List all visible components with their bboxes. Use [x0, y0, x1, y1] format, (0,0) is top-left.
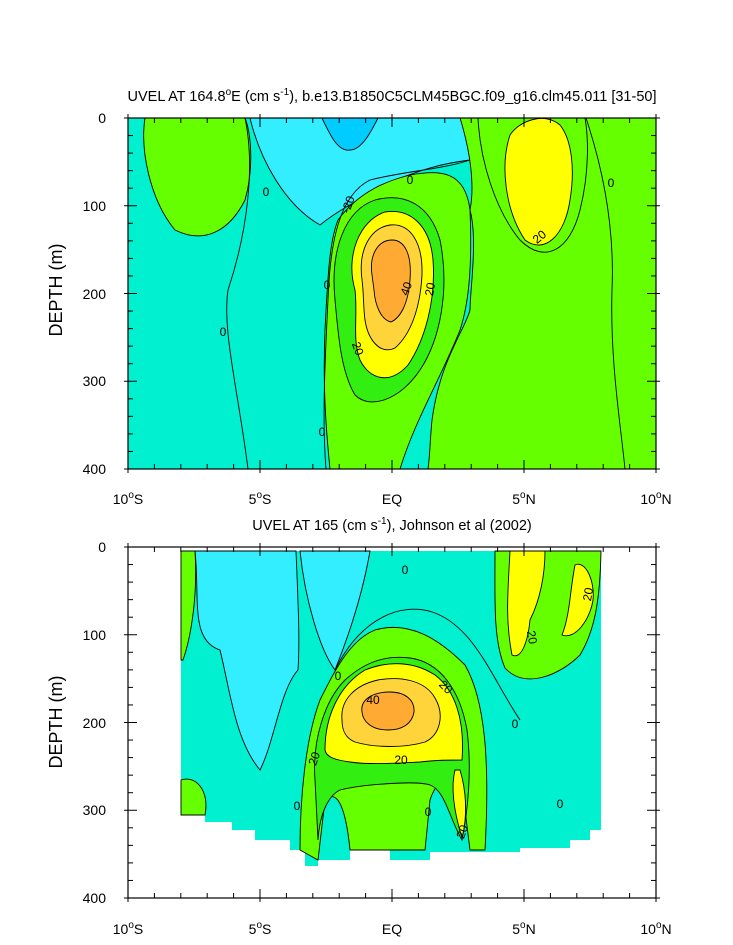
region-west-core: [321, 118, 379, 151]
panel1-contour-labels: 0 0 0 0 0 0 -20 40 20 20 20: [220, 173, 615, 439]
contour-label: 20: [580, 586, 596, 602]
contour-label: 0: [319, 425, 326, 439]
contour-label: 0: [512, 717, 519, 731]
contour-label: 0: [407, 173, 414, 187]
ytick-label: 100: [83, 198, 107, 214]
ytick-label: 300: [83, 802, 107, 818]
panel2-title: UVEL AT 165 (cm s-1), Johnson et al (200…: [252, 516, 531, 534]
contour-label: 0: [402, 563, 409, 577]
xtick-label: EQ: [382, 921, 402, 937]
xtick-label: 5oS: [249, 490, 272, 507]
ytick-label: 400: [83, 890, 107, 906]
ytick-label: 100: [83, 627, 107, 643]
contour-label: 0: [263, 185, 270, 199]
contour-label: 40: [397, 280, 415, 298]
ytick-label: 0: [98, 539, 106, 555]
contour-label: 20: [422, 281, 438, 297]
ytick-label: 200: [83, 286, 107, 302]
xtick-label: 5oN: [512, 490, 535, 507]
panel1-contours: [128, 118, 656, 469]
contour-label: 20: [394, 753, 408, 767]
zero-line-east: [585, 118, 626, 469]
xtick-label: 5oS: [249, 920, 272, 937]
ytick-label: 200: [83, 715, 107, 731]
region-necc-yellow-2: [561, 563, 594, 637]
xtick-label: 10oN: [640, 490, 671, 507]
panel1-ticks: [124, 114, 660, 473]
panel2-ticks: [124, 543, 660, 902]
panel-observed: UVEL AT 165 (cm s-1), Johnson et al (200…: [46, 516, 672, 937]
contour-label: 20: [453, 823, 471, 841]
panel2-contours: [180, 550, 602, 866]
xtick-label: EQ: [382, 491, 402, 507]
xtick-label: 10oS: [113, 920, 143, 937]
panel2-contour-labels: 0 0 0 0 0 0 40 20 20 20 20 20 20: [294, 563, 597, 840]
ytick-label: 300: [83, 373, 107, 389]
contour-label: 0: [335, 669, 342, 683]
panel2-ylabel: DEPTH (m): [46, 676, 66, 769]
contour-label: 20: [305, 750, 323, 768]
region-necc-core: [504, 118, 573, 246]
contour-label: 0: [425, 805, 432, 819]
panel1-title: UVEL AT 164.8oE (cm s-1), b.e13.B1850C5C…: [128, 87, 657, 105]
xtick-label: 5oN: [512, 920, 535, 937]
region-necc-yellow: [507, 550, 546, 657]
zero-line-west: [226, 118, 250, 469]
contour-label: 0: [608, 176, 615, 190]
panel1-xticklabels: 10oS 5oS EQ 5oN 10oN: [113, 490, 672, 507]
region-green-left-bottom: [180, 778, 207, 816]
zero-line-mid: [323, 159, 471, 469]
xtick-label: 10oS: [113, 490, 143, 507]
panel2-xticklabels: 10oS 5oS EQ 5oN 10oN: [113, 920, 672, 937]
zero-line: [334, 608, 521, 721]
contour-label: 40: [366, 693, 380, 707]
ytick-label: 400: [83, 461, 107, 477]
region-tail: [452, 769, 467, 840]
panel1-yticklabels: 0 100 200 300 400: [83, 110, 107, 477]
contour-label: -20: [339, 194, 358, 215]
region-green-west: [143, 118, 252, 237]
xtick-label: 10oN: [640, 920, 671, 937]
contour-label: 0: [557, 797, 564, 811]
ytick-label: 0: [98, 110, 106, 126]
contour-label: 20: [524, 630, 540, 646]
region-west: [194, 550, 300, 771]
region-green-left: [180, 550, 197, 661]
region-euc-40: [361, 691, 415, 731]
panel1-ylabel: DEPTH (m): [46, 244, 66, 337]
region-euc-40: [370, 239, 411, 323]
panel-model: UVEL AT 164.8oE (cm s-1), b.e13.B1850C5C…: [46, 87, 672, 507]
contour-label: 0: [294, 799, 301, 813]
contour-label: 20: [349, 340, 367, 358]
region-green-east: [427, 118, 656, 469]
panel2-yticklabels: 0 100 200 300 400: [83, 539, 107, 906]
contour-label: 0: [324, 278, 331, 292]
contour-label: 0: [220, 325, 227, 339]
